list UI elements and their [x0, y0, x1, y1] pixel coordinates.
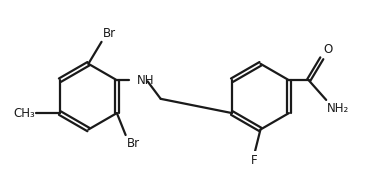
Text: Br: Br [103, 27, 116, 40]
Text: F: F [251, 154, 257, 167]
Text: CH₃: CH₃ [13, 107, 35, 120]
Text: Br: Br [127, 137, 140, 150]
Text: NH₂: NH₂ [327, 102, 350, 115]
Text: NH: NH [137, 74, 154, 87]
Text: O: O [323, 43, 332, 56]
